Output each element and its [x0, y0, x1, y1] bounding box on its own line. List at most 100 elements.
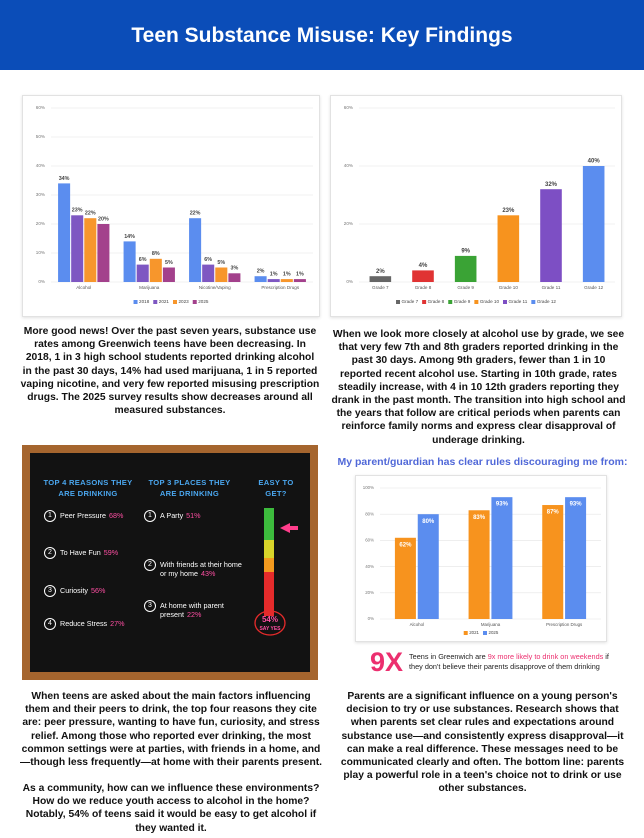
bar: [565, 497, 587, 619]
y-tick-label: 60%: [344, 105, 353, 110]
legend-swatch: [503, 300, 508, 304]
chart-card: 0% 20% 40% 60% 80% 100% Alcohol 62% 80% Marijuana…: [355, 475, 607, 642]
legend-swatch: [422, 300, 427, 304]
item-pct: 56%: [90, 586, 106, 595]
callout-big: 9X: [370, 647, 404, 677]
x-tick-label: Nicotine/Vaping: [199, 285, 231, 290]
legend-swatch: [531, 300, 536, 304]
item-number: 1: [144, 510, 156, 522]
value-label: 80%: [422, 519, 435, 525]
item: With friends at their home or my home 43%: [160, 560, 242, 578]
bar: [228, 273, 241, 282]
value-label: 32%: [545, 182, 558, 188]
x-tick-label: Grade 12: [584, 285, 604, 290]
bar: [215, 267, 228, 282]
x-tick-label: Grade 11: [542, 285, 561, 290]
y-tick-label: 60%: [365, 538, 374, 543]
legend-swatch: [153, 300, 158, 304]
value-label: 8%: [152, 251, 160, 257]
bar: [491, 497, 513, 619]
bar: [267, 279, 280, 282]
y-tick-label: 80%: [365, 511, 374, 516]
legend-label: 2025: [489, 630, 499, 635]
legend-label: Grade 9: [454, 299, 471, 304]
y-tick-label: 10%: [36, 250, 45, 255]
item-number: 2: [144, 559, 156, 571]
y-tick-label: 20%: [36, 221, 45, 226]
bar: [542, 505, 564, 619]
paragraph: More good news! Over the past seven year…: [20, 326, 320, 417]
item: Reduce Stress 27%: [60, 619, 132, 628]
callout-highlight: 9x more likely to drink on weekends: [487, 652, 604, 661]
callout-text-part: Teens in Greenwich are: [409, 652, 488, 661]
y-tick-label: 100%: [363, 485, 374, 490]
bar: [394, 537, 416, 619]
legend-label: Grade 11: [509, 299, 528, 304]
value-label: 2%: [376, 269, 385, 275]
bar: [468, 510, 490, 619]
item-pct: 68%: [108, 511, 124, 520]
y-tick-label: 60%: [36, 105, 45, 110]
item-label: With friends at their home or my home: [160, 560, 242, 578]
bar: [454, 255, 477, 282]
value-label: 40%: [588, 159, 601, 165]
bar: [97, 224, 110, 282]
legend-label: 2021: [159, 299, 170, 304]
value-label: 34%: [59, 176, 70, 182]
paragraph: Parents are a significant influence on a…: [340, 691, 625, 795]
x-tick-label: Grade 8: [415, 285, 432, 290]
paragraph: When we look more closely at alcohol use…: [331, 329, 626, 446]
bar: [84, 218, 97, 282]
bar: [189, 218, 202, 282]
y-tick-label: 40%: [344, 163, 353, 168]
bar: [71, 215, 84, 282]
value-label: 22%: [85, 211, 96, 217]
item-label: Peer Pressure: [60, 511, 106, 520]
legend-swatch: [396, 300, 401, 304]
legend-swatch: [192, 300, 197, 304]
legend-swatch: [474, 300, 479, 304]
callout-text: Teens in Greenwich are 9x more likely to…: [409, 652, 614, 672]
bar: [369, 276, 392, 282]
callout-text-part: if they don't believe their parents disa…: [409, 652, 609, 671]
value-label: 93%: [570, 502, 583, 508]
item-label: At home with parent present: [160, 601, 224, 619]
x-tick-label: Grade 7: [372, 285, 389, 290]
legend-label: 2025: [198, 299, 209, 304]
value-label: 23%: [72, 208, 83, 214]
bar: [254, 276, 267, 282]
bar: [149, 258, 162, 282]
bar: [497, 215, 520, 282]
item-label: Curiosity: [60, 586, 88, 595]
x-tick-label: Grade 10: [499, 285, 519, 290]
bar: [582, 166, 605, 282]
item: Peer Pressure 68%: [60, 511, 132, 520]
y-tick-label: 50%: [36, 134, 45, 139]
value-label: 2%: [257, 269, 265, 275]
bar: [412, 270, 434, 282]
item: At home with parent present 22%: [160, 601, 242, 619]
legend-swatch: [173, 300, 177, 304]
bar: [417, 514, 439, 619]
bar: [123, 241, 136, 282]
bar: [540, 189, 562, 282]
legend-label: Grade 12: [537, 299, 557, 304]
legend: 2021 2025: [463, 630, 499, 635]
paragraph: As a community, how can we influence the…: [22, 783, 320, 834]
value-label: 87%: [547, 510, 560, 516]
gauge-yellow: [264, 540, 274, 558]
value-label: 9%: [461, 248, 470, 254]
legend: Grade 7 Grade 8 Grade 9 Grade 10 Grade 11 Gra…: [396, 299, 556, 304]
item-label: To Have Fun: [60, 548, 101, 557]
bar: [280, 279, 293, 282]
item-pct: 43%: [200, 569, 216, 578]
chalk-heading: TOP 4 REASONS THEY ARE DRINKING: [43, 478, 133, 498]
bar: [293, 279, 306, 282]
item: A Party 51%: [160, 511, 242, 520]
chalk-heading: TOP 3 PLACES THEY ARE DRINKING: [148, 478, 231, 498]
gauge-red: [264, 572, 274, 616]
bar: [202, 264, 215, 282]
legend-label: Grade 7: [402, 299, 419, 304]
item-label: A Party: [160, 511, 184, 520]
